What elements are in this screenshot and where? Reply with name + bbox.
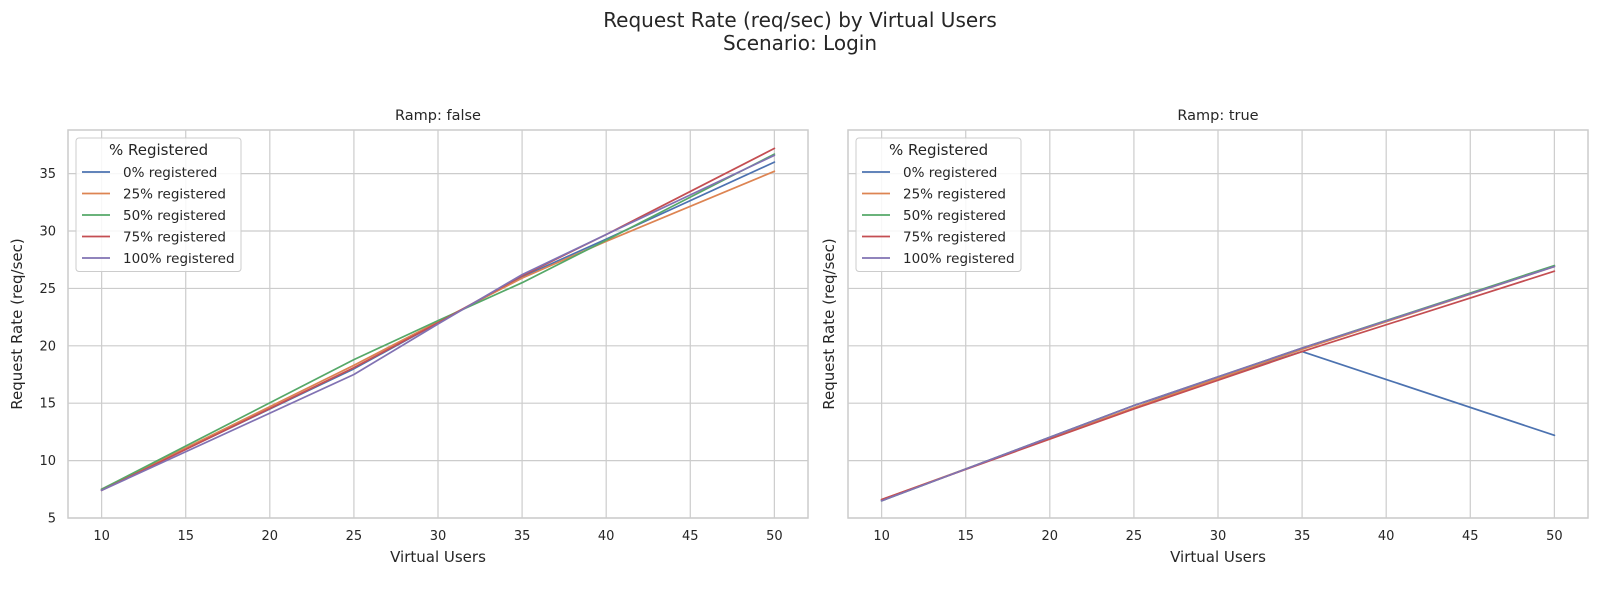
legend-title: % Registered — [109, 141, 208, 159]
x-tick-label: 45 — [1462, 529, 1479, 544]
legend-label: 75% registered — [903, 230, 1006, 246]
series-line-100-registered — [880, 265, 1556, 502]
panel-ramp-true: 10 15 20 25 30 35 40 45 50 Virtual Users Request R… — [820, 108, 1589, 566]
legend-label: 25% registered — [903, 187, 1006, 203]
x-tick-label: 40 — [1378, 529, 1395, 544]
legend-label: 0% registered — [903, 165, 997, 181]
x-tick-label: 20 — [262, 529, 279, 544]
series-line-75-registered — [880, 270, 1556, 501]
panel-title: Ramp: false — [395, 108, 481, 124]
x-tick-label: 40 — [598, 529, 615, 544]
x-tick-label: 10 — [873, 529, 890, 544]
x-tick-label: 35 — [1294, 529, 1311, 544]
plot-frame — [847, 129, 1589, 519]
y-tick-label: 35 — [39, 167, 56, 182]
figure-title-line1: Request Rate (req/sec) by Virtual Users — [603, 8, 997, 32]
x-tick-label: 10 — [93, 529, 110, 544]
x-axis-label: Virtual Users — [1170, 548, 1266, 566]
legend-label: 100% registered — [903, 251, 1015, 267]
legend-label: 0% registered — [123, 165, 217, 181]
legend-title: % Registered — [889, 141, 988, 159]
x-tick-label: 25 — [346, 529, 363, 544]
y-axis-label: Request Rate (req/sec) — [8, 238, 26, 410]
x-tick-label: 30 — [1210, 529, 1227, 544]
legend-label: 75% registered — [123, 230, 226, 246]
panel-ramp-false: 10 15 20 25 30 35 40 45 50 5 10 15 20 25 30 35 Virtual U… — [8, 108, 809, 566]
y-tick-label: 10 — [39, 454, 56, 469]
y-tick-label: 30 — [39, 225, 56, 240]
legend-box — [75, 137, 242, 272]
y-tick-label: 25 — [39, 282, 56, 297]
x-tick-label: 25 — [1126, 529, 1143, 544]
x-axis-label: Virtual Users — [390, 548, 486, 566]
series-line-100-registered — [100, 154, 776, 492]
x-tick-label: 30 — [430, 529, 447, 544]
legend-label: 50% registered — [123, 208, 226, 224]
legend-label: 50% registered — [903, 208, 1006, 224]
plot-frame — [67, 129, 809, 519]
y-tick-label: 20 — [39, 339, 56, 354]
y-tick-label: 15 — [39, 397, 56, 412]
y-axis-label: Request Rate (req/sec) — [820, 238, 838, 410]
x-tick-label: 35 — [514, 529, 531, 544]
x-tick-label: 50 — [1546, 529, 1563, 544]
x-tick-label: 45 — [682, 529, 699, 544]
legend-box — [855, 137, 1022, 272]
figure-title-line2: Scenario: Login — [723, 31, 877, 55]
x-tick-label: 50 — [766, 529, 783, 544]
x-tick-label: 15 — [957, 529, 974, 544]
y-tick-label: 5 — [48, 512, 56, 527]
x-tick-label: 15 — [177, 529, 194, 544]
x-tick-label: 20 — [1042, 529, 1059, 544]
legend-label: 100% registered — [123, 251, 235, 267]
legend-label: 25% registered — [123, 187, 226, 203]
panel-title: Ramp: true — [1177, 108, 1258, 124]
series-line-50-registered — [100, 153, 776, 491]
